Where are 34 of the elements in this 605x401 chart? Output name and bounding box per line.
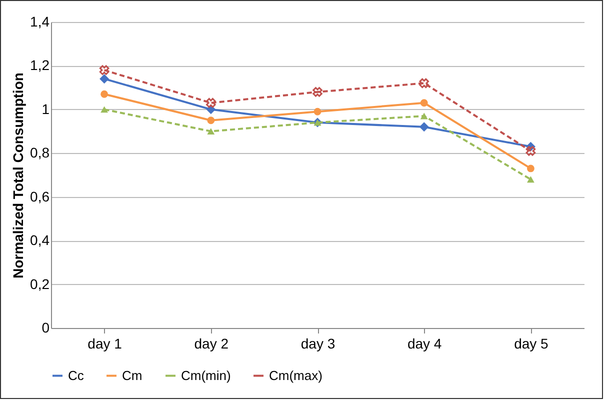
legend-label: Cm(max) [269, 368, 322, 383]
point [314, 108, 322, 116]
point [312, 87, 322, 97]
y-tick-label: 1 [42, 100, 50, 117]
point [526, 146, 536, 156]
point [207, 116, 215, 124]
point [100, 74, 110, 84]
legend-label: Cm [122, 368, 142, 383]
x-tick-label: day 2 [194, 336, 229, 352]
point [420, 99, 428, 107]
point [526, 164, 534, 172]
point [100, 90, 108, 98]
y-axis-title: Normalized Total Consumption [10, 72, 26, 278]
y-tick-label: 0,8 [30, 144, 50, 161]
point [419, 78, 429, 88]
legend-label: Cc [68, 368, 84, 383]
x-tick-label: day 1 [88, 336, 122, 352]
y-tick-label: 0,4 [30, 232, 50, 248]
x-tick-label: day 4 [407, 336, 442, 352]
point [206, 98, 216, 108]
point [420, 112, 428, 120]
x-tick-label: day 5 [514, 336, 549, 352]
point [526, 176, 534, 183]
y-tick-label: 0 [42, 320, 50, 336]
x-tick-label: day 3 [300, 336, 336, 352]
point [207, 128, 215, 134]
y-tick-label: 0,6 [30, 188, 50, 204]
y-tick-label: 1,4 [30, 14, 50, 30]
legend-label: Cm(min) [181, 368, 231, 383]
y-tick-label: 1,2 [30, 57, 50, 74]
point [419, 122, 429, 132]
point [100, 106, 108, 113]
y-tick-label: 0,2 [30, 276, 50, 292]
point [99, 65, 110, 75]
